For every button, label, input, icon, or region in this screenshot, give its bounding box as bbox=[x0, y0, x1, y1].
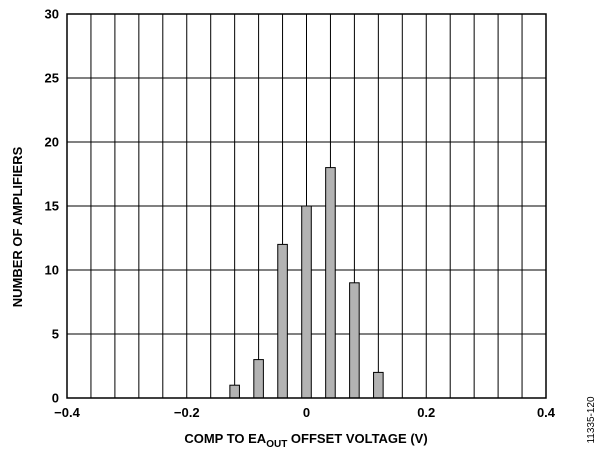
y-tick-label: 10 bbox=[45, 263, 59, 278]
y-tick-label: 5 bbox=[52, 327, 59, 342]
x-axis-title: COMP TO EAOUT OFFSET VOLTAGE (V) bbox=[184, 431, 427, 450]
y-tick-label: 25 bbox=[45, 71, 59, 86]
plot-frame bbox=[66, 13, 547, 399]
bar bbox=[277, 243, 288, 399]
bar bbox=[229, 384, 240, 399]
x-tick-label: 0.2 bbox=[417, 405, 435, 420]
bar bbox=[325, 167, 336, 399]
x-tick-label: −0.4 bbox=[54, 405, 80, 420]
bar bbox=[373, 371, 384, 399]
y-tick-label: 0 bbox=[52, 391, 59, 406]
y-tick-labels: 0 5 10 15 20 25 30 bbox=[45, 7, 59, 406]
x-axis-title-main: COMP TO EA bbox=[184, 431, 266, 446]
x-axis-title-rest: OFFSET VOLTAGE (V) bbox=[287, 431, 427, 446]
y-axis-title: NUMBER OF AMPLIFIERS bbox=[10, 146, 25, 307]
grid-lines bbox=[67, 14, 546, 398]
bar bbox=[301, 205, 312, 399]
x-tick-label: 0.4 bbox=[537, 405, 556, 420]
y-tick-label: 30 bbox=[45, 7, 59, 22]
bar bbox=[349, 282, 360, 399]
x-axis-title-subscript: OUT bbox=[266, 439, 287, 450]
figure-id: 11335-120 bbox=[586, 396, 597, 444]
y-tick-label: 15 bbox=[45, 199, 59, 214]
bar bbox=[253, 359, 264, 399]
x-tick-label: 0 bbox=[303, 405, 310, 420]
y-tick-label: 20 bbox=[45, 135, 59, 150]
x-tick-label: −0.2 bbox=[174, 405, 200, 420]
x-tick-labels: −0.4 −0.2 0 0.2 0.4 bbox=[54, 405, 556, 420]
